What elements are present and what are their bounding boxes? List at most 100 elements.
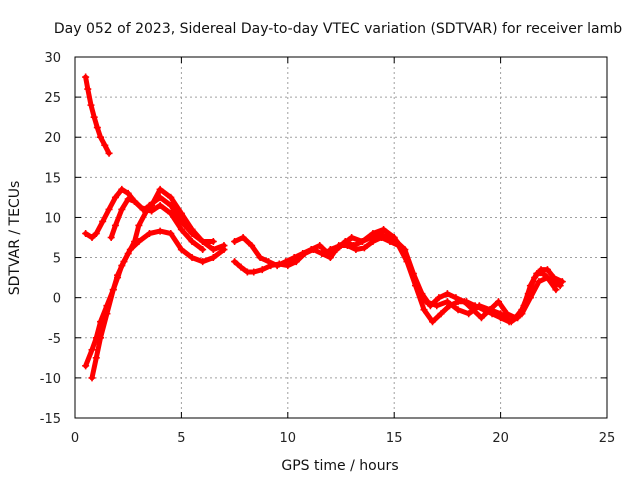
series-track-e <box>107 195 207 254</box>
data-point <box>90 113 98 121</box>
data-point <box>231 258 239 266</box>
data-point <box>256 254 264 262</box>
data-point <box>84 85 92 93</box>
data-point <box>435 294 443 302</box>
data-point <box>401 250 409 258</box>
data-point <box>265 258 273 266</box>
data-point <box>273 262 281 270</box>
chart-title: Day 052 of 2023, Sidereal Day-to-day VTE… <box>54 21 622 37</box>
data-point <box>422 298 430 306</box>
x-tick-label: 15 <box>386 431 403 446</box>
data-point <box>82 362 90 370</box>
data-point <box>99 217 107 225</box>
data-point <box>316 242 324 250</box>
data-point <box>135 221 143 229</box>
ticks: 0 5 10 15 20 25 -15 -10 -5 0 5 10 15 20 25 30 <box>40 51 616 446</box>
data-point <box>167 209 175 217</box>
data-point <box>114 274 122 282</box>
series-track-h <box>326 225 560 326</box>
data-point <box>105 149 113 157</box>
x-axis-title: GPS time / hours <box>281 458 398 474</box>
data-point <box>209 254 217 262</box>
data-point <box>188 225 196 233</box>
y-tick-label: 30 <box>44 51 61 66</box>
data-point <box>369 229 377 237</box>
data-point <box>558 278 566 286</box>
data-point <box>518 310 526 318</box>
data-point <box>188 254 196 262</box>
data-point <box>109 286 117 294</box>
data-point <box>460 298 468 306</box>
data-point <box>131 197 139 205</box>
grid <box>75 57 607 418</box>
data-point <box>433 302 441 310</box>
data-point <box>420 306 428 314</box>
data-point <box>111 221 119 229</box>
y-tick-label: 10 <box>44 211 61 226</box>
data-point <box>324 250 332 258</box>
data-point <box>318 250 326 258</box>
data-point <box>360 244 368 252</box>
data-point <box>82 73 90 81</box>
data-point <box>290 254 298 262</box>
data-point <box>199 238 207 246</box>
data-point <box>337 242 345 250</box>
data-point <box>139 205 147 213</box>
series-track-a <box>82 73 113 157</box>
data-series-group <box>82 73 566 382</box>
data-point <box>145 229 153 237</box>
y-tick-label: -15 <box>40 412 61 427</box>
data-point <box>118 205 126 213</box>
data-point <box>552 286 560 294</box>
data-point <box>131 238 139 246</box>
data-point <box>111 193 119 201</box>
data-point <box>107 234 115 241</box>
data-point <box>494 298 502 306</box>
data-point <box>167 193 175 201</box>
data-point <box>124 195 132 203</box>
data-point <box>550 274 558 282</box>
data-point <box>486 306 494 314</box>
x-tick-label: 5 <box>177 431 185 446</box>
data-point <box>231 238 239 246</box>
data-point <box>97 133 105 141</box>
data-point <box>101 141 109 149</box>
data-point <box>148 207 156 215</box>
data-point <box>531 274 539 282</box>
data-point <box>477 314 485 322</box>
data-point <box>454 306 462 314</box>
x-tick-label: 10 <box>280 431 297 446</box>
data-point <box>452 294 460 302</box>
data-point <box>250 268 258 276</box>
data-point <box>93 124 101 132</box>
data-point <box>209 246 217 254</box>
y-tick-label: 25 <box>44 91 61 106</box>
x-tick-label: 0 <box>71 431 79 446</box>
data-point <box>535 278 543 286</box>
data-point <box>443 290 451 298</box>
data-point <box>543 274 551 282</box>
data-point <box>348 234 356 241</box>
y-tick-label: 0 <box>53 292 61 307</box>
data-point <box>177 209 185 217</box>
data-point <box>220 242 228 250</box>
data-point <box>156 185 164 193</box>
data-point <box>82 229 90 237</box>
y-axis-title: SDTVAR / TECUs <box>7 181 23 296</box>
x-tick-label: 25 <box>599 431 616 446</box>
data-point <box>537 266 545 274</box>
series-line <box>108 196 206 252</box>
data-point <box>248 242 256 250</box>
data-point <box>92 229 100 237</box>
data-point <box>326 246 334 254</box>
data-point <box>543 266 551 274</box>
data-point <box>358 238 366 246</box>
y-tick-label: 15 <box>44 171 61 186</box>
data-point <box>437 310 445 318</box>
data-point <box>350 242 358 250</box>
data-point <box>282 258 290 266</box>
y-tick-label: -10 <box>40 372 61 387</box>
data-point <box>209 238 217 246</box>
data-point <box>239 234 247 241</box>
data-point <box>88 374 96 382</box>
